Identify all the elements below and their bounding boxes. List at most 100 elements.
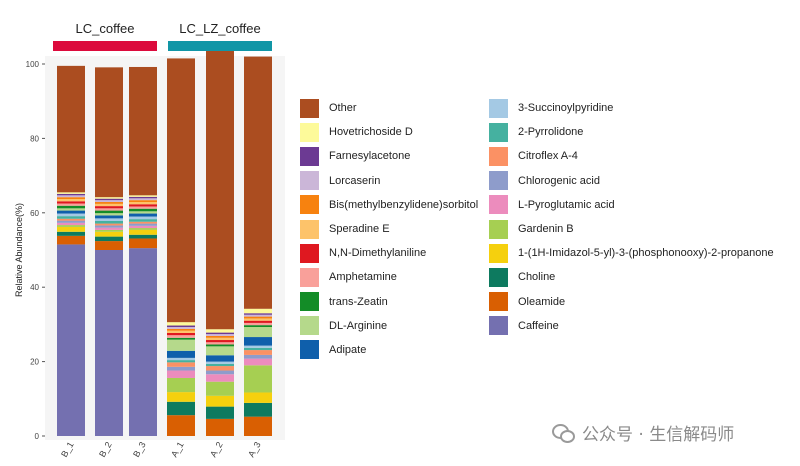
bar-segment (129, 219, 157, 222)
legend-swatch (300, 171, 319, 191)
bar-segment (95, 250, 123, 436)
bar-segment (95, 231, 123, 237)
legend-label: Farnesylacetone (329, 150, 411, 163)
bar-segment (206, 395, 234, 407)
bar-segment (206, 337, 234, 341)
y-tick-label: 40 (30, 283, 39, 292)
bar-segment (57, 244, 85, 436)
wechat-icon (552, 423, 575, 443)
legend-label: Lorcaserin (329, 174, 381, 187)
legend-column-2: 3-Succinoylpyridine 2-Pyrrolidone Citrofle… (489, 96, 774, 338)
x-tick-label: B_1 (59, 440, 76, 459)
legend-swatch (300, 219, 319, 239)
legend-label: 3-Succinoylpyridine (518, 102, 614, 115)
bar-segment (95, 220, 123, 224)
legend-item: Oleamide (489, 290, 774, 314)
bar-segment (167, 370, 195, 378)
bar-segment (206, 346, 234, 356)
bar-segment (95, 223, 123, 226)
legend-item: 1-(1H-Imidazol-5-yl)-3-(phosphonooxy)-2-… (489, 241, 774, 265)
legend-label: 2-Pyrrolidone (518, 126, 584, 139)
bar-segment (95, 227, 123, 230)
bar-segment (167, 335, 195, 338)
bar-segment (95, 203, 123, 207)
bar-segment (167, 327, 195, 329)
bar-segment (95, 241, 123, 250)
legend-item: Lorcaserin (300, 169, 478, 193)
bar-segment (129, 204, 157, 207)
bar-segment (129, 234, 157, 239)
legend-label: Citroflex A-4 (518, 150, 578, 163)
bar-segment (57, 210, 85, 214)
legend-swatch (300, 122, 319, 142)
bar-segment (95, 197, 123, 199)
bar-segment (244, 365, 272, 393)
bar-segment (167, 401, 195, 416)
bar-segment (95, 236, 123, 242)
bar-segment (129, 229, 157, 235)
bar-segment (57, 216, 85, 219)
bar-segment (206, 342, 234, 345)
bar-segment (167, 325, 195, 328)
bar-segment (206, 406, 234, 419)
legend-item: Bis(methylbenzylidene)sorbitol (300, 193, 478, 217)
bar-segment (57, 201, 85, 204)
legend-label: N,N-Dimethylaniline (329, 247, 427, 260)
legend-label: Speradine E (329, 223, 390, 236)
bar-segment (129, 211, 157, 214)
legend-item: Farnesylacetone (300, 144, 478, 168)
legend-swatch (489, 316, 508, 336)
bar-segment (244, 350, 272, 355)
bar-segment (244, 320, 272, 323)
bar-segment (206, 363, 234, 367)
group-label: LC_coffee (75, 21, 134, 36)
legend-swatch (300, 316, 319, 336)
bar-segment (206, 355, 234, 362)
bar-segment (57, 205, 85, 209)
bar-segment (244, 354, 272, 359)
bar-segment (57, 220, 85, 223)
bar-segment (244, 345, 272, 348)
legend-item: trans-Zeatin (300, 290, 478, 314)
x-tick-label: A_3 (246, 440, 263, 459)
bar-segment (244, 327, 272, 338)
bar-segment (95, 225, 123, 228)
legend-label: Amphetamine (329, 271, 397, 284)
bar-segment (244, 416, 272, 436)
bar-segment (206, 49, 234, 330)
bar-segment (206, 366, 234, 371)
bar-segment (206, 418, 234, 436)
bar-segment (244, 314, 272, 317)
bar-segment (167, 322, 195, 326)
legend-item: Speradine E (300, 217, 478, 241)
bar-segment (129, 216, 157, 220)
legend-item: Amphetamine (300, 265, 478, 289)
bar-segment (129, 196, 157, 199)
x-tick-label: A_1 (169, 440, 186, 459)
legend-swatch (489, 146, 508, 166)
bar-segment (95, 229, 123, 232)
bar-segment (244, 402, 272, 417)
legend-swatch (489, 171, 508, 191)
legend-swatch (489, 292, 508, 312)
legend-item: L-Pyroglutamic acid (489, 193, 774, 217)
bar-segment (57, 231, 85, 236)
bar-segment (95, 213, 123, 216)
legend-swatch (300, 195, 319, 215)
bar-segment (129, 195, 157, 197)
bar-segment (167, 415, 195, 436)
bar-segment (57, 208, 85, 211)
bar-segment (167, 392, 195, 402)
bar-segment (57, 65, 85, 193)
bar-segment (206, 335, 234, 338)
bar-segment (129, 221, 157, 224)
bar-segment (167, 360, 195, 363)
bar-segment (129, 66, 157, 196)
bar-segment (129, 206, 157, 209)
group-strip (53, 41, 157, 51)
bar-segment (129, 248, 157, 436)
bar-segment (129, 223, 157, 226)
legend-item: Chlorogenic acid (489, 169, 774, 193)
bar-segment (57, 235, 85, 245)
bar-segment (129, 200, 157, 203)
